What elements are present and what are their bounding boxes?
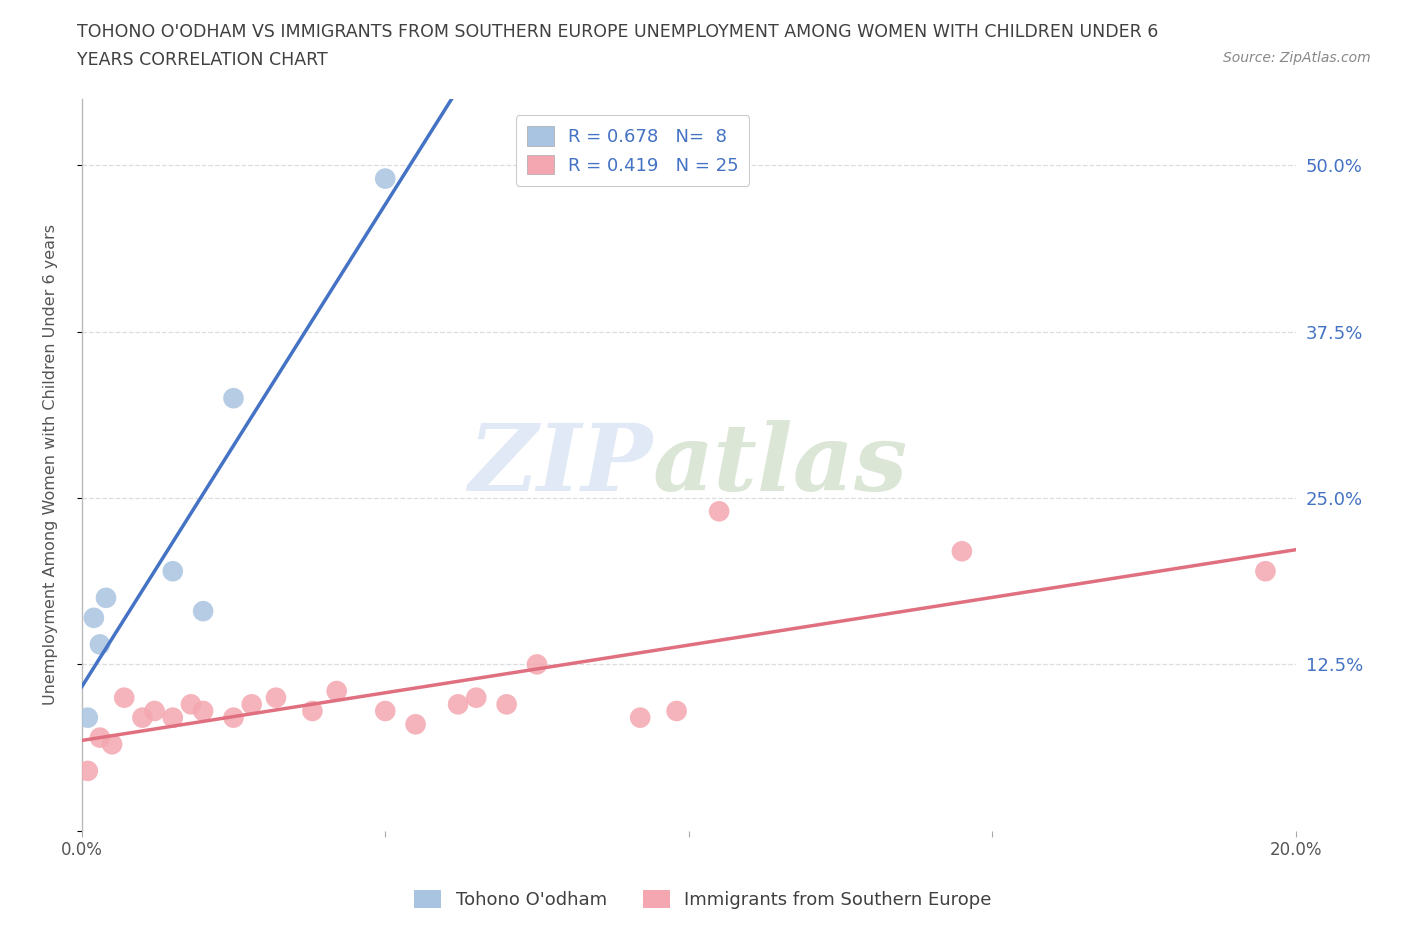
Legend: R = 0.678   N=  8, R = 0.419   N = 25: R = 0.678 N= 8, R = 0.419 N = 25 xyxy=(516,115,749,185)
Point xyxy=(143,704,166,719)
Point xyxy=(94,591,117,605)
Point xyxy=(374,171,396,186)
Point xyxy=(76,711,98,725)
Point xyxy=(131,711,153,725)
Text: YEARS CORRELATION CHART: YEARS CORRELATION CHART xyxy=(77,51,328,69)
Point xyxy=(325,684,347,698)
Point xyxy=(191,704,214,719)
Text: ZIP: ZIP xyxy=(468,419,652,510)
Point xyxy=(162,564,184,578)
Text: TOHONO O'ODHAM VS IMMIGRANTS FROM SOUTHERN EUROPE UNEMPLOYMENT AMONG WOMEN WITH : TOHONO O'ODHAM VS IMMIGRANTS FROM SOUTHE… xyxy=(77,23,1159,41)
Point xyxy=(76,764,98,778)
Point xyxy=(1254,564,1277,578)
Point xyxy=(301,704,323,719)
Point xyxy=(495,697,517,711)
Point xyxy=(665,704,688,719)
Point xyxy=(162,711,184,725)
Point xyxy=(526,657,548,671)
Y-axis label: Unemployment Among Women with Children Under 6 years: Unemployment Among Women with Children U… xyxy=(44,224,58,705)
Point xyxy=(83,610,105,625)
Point xyxy=(405,717,427,732)
Point xyxy=(374,704,396,719)
Point xyxy=(180,697,202,711)
Point xyxy=(112,690,135,705)
Point xyxy=(950,544,973,559)
Point xyxy=(465,690,488,705)
Point xyxy=(240,697,263,711)
Point xyxy=(447,697,470,711)
Point xyxy=(191,604,214,618)
Point xyxy=(89,730,111,745)
Point xyxy=(264,690,287,705)
Point xyxy=(707,504,730,519)
Text: atlas: atlas xyxy=(652,419,908,510)
Point xyxy=(89,637,111,652)
Legend: Tohono O'odham, Immigrants from Southern Europe: Tohono O'odham, Immigrants from Southern… xyxy=(406,883,1000,916)
Point xyxy=(101,737,124,751)
Point xyxy=(222,711,245,725)
Point xyxy=(628,711,651,725)
Text: Source: ZipAtlas.com: Source: ZipAtlas.com xyxy=(1223,51,1371,65)
Point xyxy=(222,391,245,405)
